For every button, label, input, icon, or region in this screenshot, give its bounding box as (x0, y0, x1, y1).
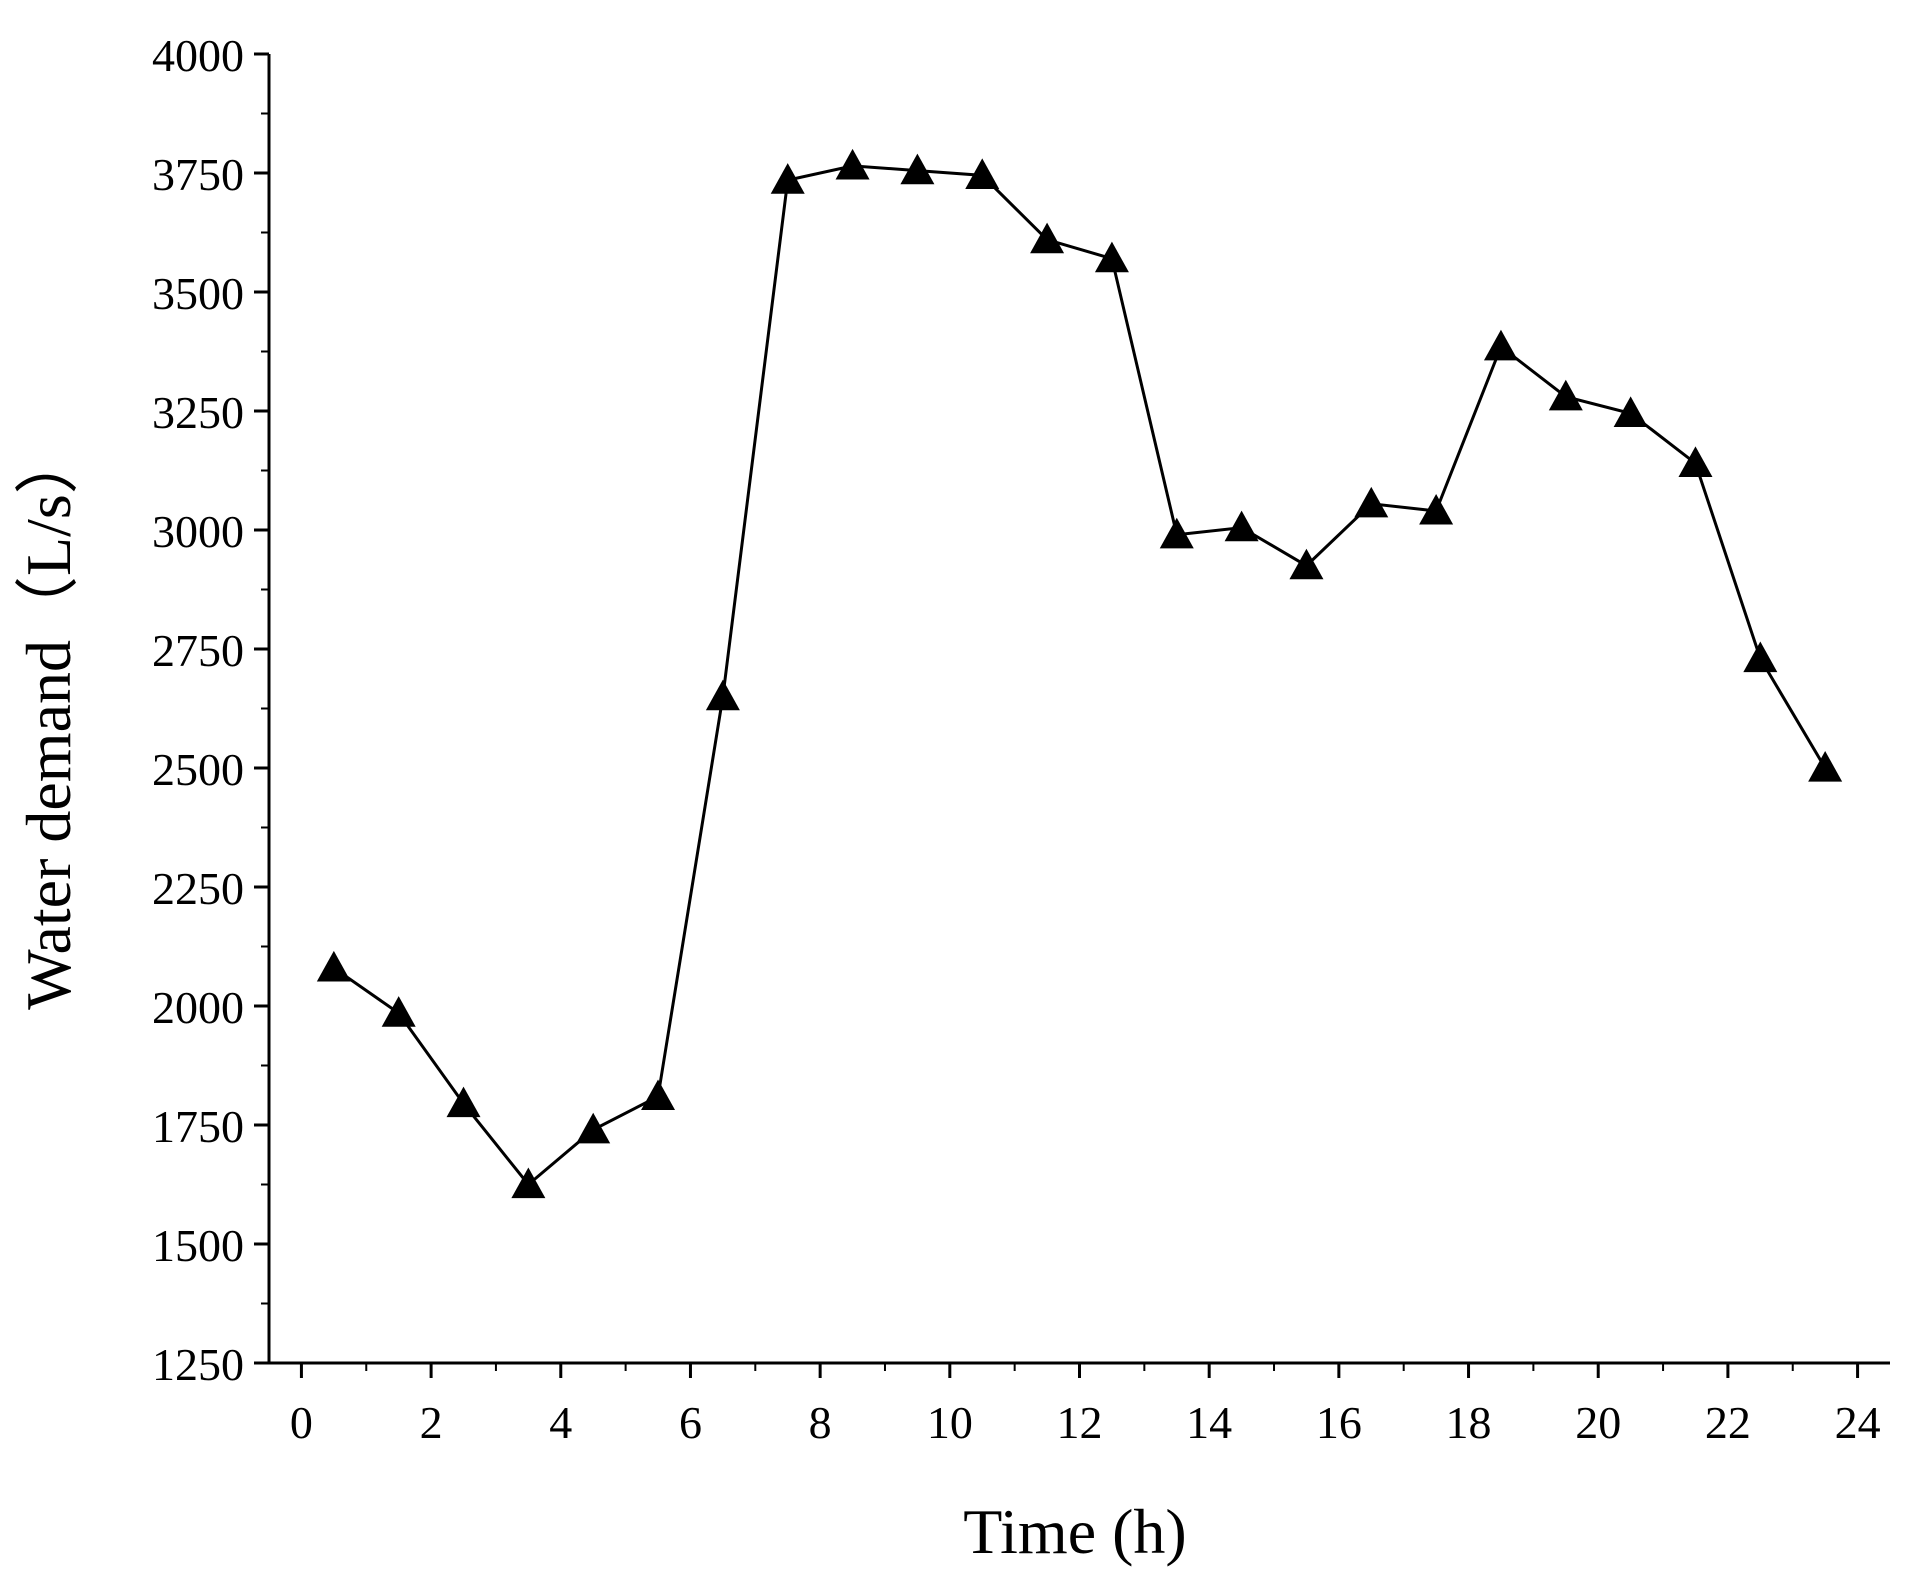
y-tick-label: 2000 (152, 982, 244, 1033)
x-tick-label: 24 (1835, 1397, 1881, 1448)
x-tick-label: 6 (679, 1397, 702, 1448)
y-tick-label: 3250 (152, 387, 244, 438)
data-series (332, 164, 1827, 1187)
y-tick-label: 1250 (152, 1339, 244, 1390)
x-tick-label: 12 (1057, 1397, 1103, 1448)
data-point-marker (1743, 641, 1778, 673)
x-tick-label: 18 (1446, 1397, 1492, 1448)
data-markers (316, 148, 1843, 1199)
x-tick-label: 8 (809, 1397, 832, 1448)
x-tick-label: 10 (927, 1397, 973, 1448)
data-point-marker (1030, 222, 1065, 254)
y-tick-label: 2250 (152, 863, 244, 914)
data-point-marker (1224, 510, 1259, 542)
data-point-marker (1483, 329, 1518, 361)
series-line (332, 164, 1827, 1187)
data-point-marker (1548, 379, 1583, 411)
data-point-marker (641, 1079, 676, 1111)
tick-labels: 1250 1500 1750 2000 2250 2500 2750 3000 3250 3500… (152, 30, 1881, 1448)
y-tick-label: 1500 (152, 1220, 244, 1271)
data-point-marker (900, 153, 935, 185)
data-point-marker (381, 996, 416, 1027)
data-point-marker (965, 158, 1000, 189)
x-tick-label: 14 (1186, 1397, 1232, 1448)
data-point-marker (1613, 396, 1648, 427)
x-tick-label: 4 (549, 1397, 572, 1448)
data-point-marker (770, 163, 805, 194)
data-point-marker (1419, 493, 1454, 525)
data-point-marker (1354, 486, 1389, 518)
x-tick-label: 16 (1316, 1397, 1362, 1448)
data-point-marker (316, 950, 351, 982)
data-point-marker (1808, 751, 1843, 782)
data-point-marker (1159, 517, 1194, 549)
data-point-marker (576, 1112, 611, 1144)
data-point-marker (705, 679, 740, 711)
data-point-marker (835, 148, 870, 180)
x-axis-title: Time (h) (963, 1496, 1186, 1567)
y-tick-label: 2750 (152, 625, 244, 676)
y-tick-label: 1750 (152, 1101, 244, 1152)
x-tick-label: 0 (290, 1397, 313, 1448)
y-tick-label: 4000 (152, 30, 244, 81)
y-tick-label: 3000 (152, 506, 244, 557)
data-point-marker (511, 1167, 546, 1199)
x-tick-label: 20 (1575, 1397, 1621, 1448)
x-tick-label: 22 (1705, 1397, 1751, 1448)
data-point-marker (446, 1086, 481, 1118)
data-point-marker (1094, 241, 1129, 273)
axis-ticks (254, 52, 1860, 1378)
y-tick-label: 2500 (152, 744, 244, 795)
y-axis-title: Water demand（L/s） (13, 430, 84, 1010)
data-point-marker (1289, 548, 1324, 580)
x-tick-label: 2 (420, 1397, 443, 1448)
data-point-marker (1678, 446, 1713, 477)
y-tick-label: 3750 (152, 149, 244, 200)
y-tick-label: 3500 (152, 268, 244, 319)
